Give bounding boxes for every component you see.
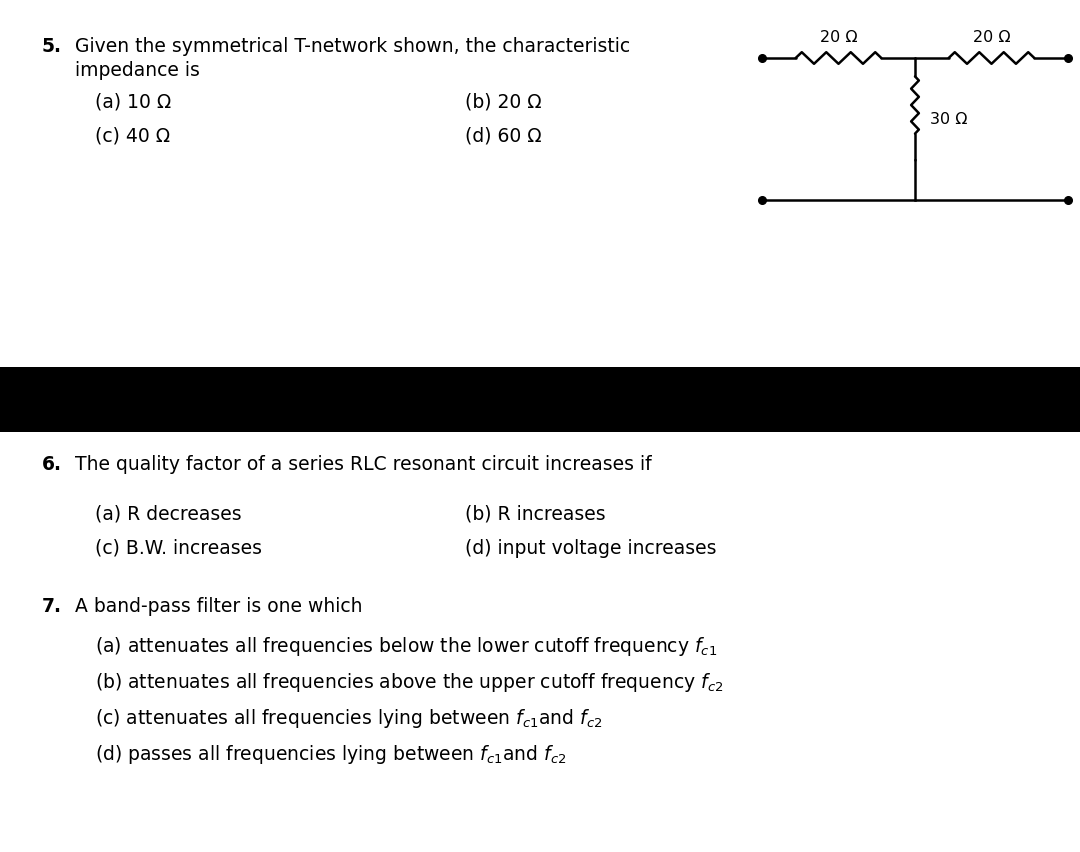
Text: (a) R decreases: (a) R decreases [95, 504, 242, 523]
Text: (d) input voltage increases: (d) input voltage increases [465, 539, 716, 558]
Text: (c) B.W. increases: (c) B.W. increases [95, 539, 262, 558]
Text: 30 Ω: 30 Ω [930, 112, 968, 127]
Text: (d) passes all frequencies lying between $f_{c1}$and $f_{c2}$: (d) passes all frequencies lying between… [95, 743, 567, 766]
Text: 5.: 5. [42, 37, 62, 56]
Text: (b) attenuates all frequencies above the upper cutoff frequency $f_{c2}$: (b) attenuates all frequencies above the… [95, 671, 724, 694]
Text: 20 Ω: 20 Ω [973, 30, 1010, 45]
Text: 20 Ω: 20 Ω [820, 30, 858, 45]
Text: 6.: 6. [42, 455, 62, 474]
Text: (c) 40 Ω: (c) 40 Ω [95, 127, 171, 146]
Text: (b) 20 Ω: (b) 20 Ω [465, 92, 542, 111]
Text: (b) R increases: (b) R increases [465, 504, 606, 523]
Text: The quality factor of a series RLC resonant circuit increases if: The quality factor of a series RLC reson… [75, 455, 651, 474]
Bar [0, 367, 1080, 432]
Text: (a) 10 Ω: (a) 10 Ω [95, 92, 172, 111]
Text: (d) 60 Ω: (d) 60 Ω [465, 127, 542, 146]
Text: (a) attenuates all frequencies below the lower cutoff frequency $f_{c1}$: (a) attenuates all frequencies below the… [95, 635, 717, 658]
Text: 7.: 7. [42, 597, 62, 616]
Text: impedance is: impedance is [75, 61, 200, 80]
Text: Given the symmetrical T-network shown, the characteristic: Given the symmetrical T-network shown, t… [75, 37, 630, 56]
Text: (c) attenuates all frequencies lying between $f_{c1}$and $f_{c2}$: (c) attenuates all frequencies lying bet… [95, 707, 603, 730]
Text: A band-pass filter is one which: A band-pass filter is one which [75, 597, 363, 616]
